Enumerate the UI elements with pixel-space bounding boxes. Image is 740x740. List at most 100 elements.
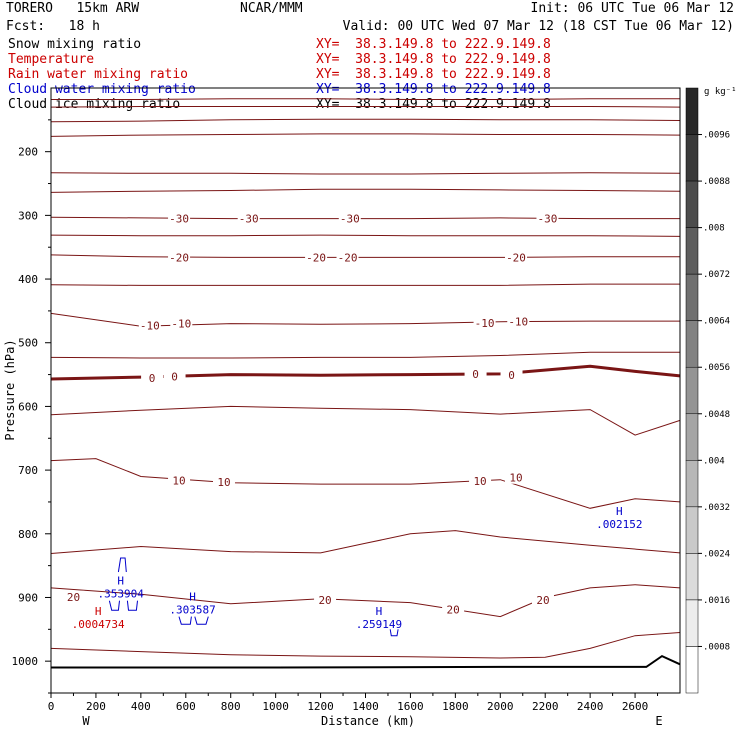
y-tick-label: 800 — [18, 528, 38, 541]
series-isotherm_-40 — [50, 172, 681, 175]
isotherm-label-bg — [338, 212, 361, 225]
cloud-water-contour — [194, 616, 209, 625]
x-tick-label: 2200 — [532, 700, 559, 713]
y-tick-label: 700 — [18, 464, 38, 477]
init-label: Init: 06 UTC Tue 06 Mar 12 — [530, 1, 735, 16]
east-endpoint-label: E — [655, 714, 662, 728]
x-tick-label: 0 — [48, 700, 55, 713]
maximum-symbol: H — [95, 605, 102, 618]
x-tick-label: 1000 — [262, 700, 289, 713]
colorbar-tick-label: .0032 — [703, 503, 730, 513]
maximum-symbol: H — [616, 505, 623, 518]
isotherm-label: -10 — [140, 320, 160, 333]
isotherm-label: -20 — [169, 251, 189, 264]
legend-cloud-water-xy: XY= 38.3.149.8 to 222.9.149.8 — [316, 82, 551, 97]
series-isotherm_25 — [50, 632, 681, 659]
isotherm-label: 20 — [318, 594, 331, 607]
maximum-value: .259149 — [356, 618, 402, 631]
isotherm-label-bg — [305, 251, 328, 264]
isotherm-label-bg — [464, 367, 487, 380]
isotherm-label-bg — [336, 251, 359, 264]
y-tick-label: 1000 — [12, 655, 39, 668]
colorbar-swatch — [685, 320, 699, 368]
isotherm-label-bg — [138, 319, 161, 332]
series-isotherm_0 — [50, 364, 681, 381]
series-isotherm_-10 — [50, 312, 680, 327]
colorbar-swatch — [685, 460, 699, 508]
series-isotherm_-15 — [50, 283, 680, 286]
isotherm-label: 10 — [172, 474, 185, 487]
colorbar-tick-label: .008 — [703, 224, 725, 234]
isotherm-label: 0 — [149, 372, 156, 385]
isotherm-label-bg — [505, 251, 528, 264]
colorbar-swatch — [685, 506, 699, 554]
colorbar-tick-label: .0056 — [703, 363, 730, 373]
legend-temperature-xy: XY= 38.3.149.8 to 222.9.149.8 — [316, 52, 551, 67]
isotherm-label-bg — [62, 590, 85, 603]
model-label: TORERO 15km ARW — [6, 1, 140, 16]
series-terrain — [51, 654, 681, 669]
legend-temperature-label: Temperature — [8, 52, 95, 67]
x-tick-label: 200 — [86, 700, 106, 713]
colorbar-tick-label: .004 — [703, 456, 725, 466]
x-tick-label: 600 — [176, 700, 196, 713]
isotherm-label-bg — [531, 594, 554, 607]
x-tick-label: 2400 — [577, 700, 604, 713]
maximum-value: .0004734 — [72, 618, 125, 631]
isotherm-label-bg — [536, 212, 559, 225]
isotherm-label: -30 — [340, 213, 360, 226]
colorbar-tick-label: .0048 — [703, 410, 730, 420]
maximum-symbol: H — [376, 605, 383, 618]
series-isotherm_-50b — [50, 118, 681, 123]
isotherm-label: -10 — [475, 317, 495, 330]
isotherm-label: 20 — [446, 604, 459, 617]
colorbar-swatch — [685, 599, 699, 647]
colorbar-tick-label: .0064 — [703, 317, 730, 327]
series-isotherm_-25 — [50, 234, 681, 237]
plot-frame — [50, 87, 681, 694]
isotherm-label-bg — [442, 603, 465, 616]
isotherm-label: -10 — [171, 318, 191, 331]
isotherm-label: 10 — [217, 476, 230, 489]
x-axis-label: Distance (km) — [321, 714, 415, 728]
colorbar-unit: g kg⁻¹ — [704, 87, 737, 97]
isotherm-label: -30 — [538, 213, 558, 226]
series-isotherm_-35 — [50, 188, 681, 193]
x-tick-label: 400 — [131, 700, 151, 713]
isotherm-label: 10 — [473, 475, 486, 488]
isotherm-label-bg — [505, 471, 528, 484]
west-endpoint-label: W — [82, 714, 90, 728]
legend-snow-xy: XY= 38.3.149.8 to 222.9.149.8 — [316, 37, 551, 52]
colorbar-swatch — [685, 87, 699, 135]
x-tick-label: 1400 — [352, 700, 379, 713]
colorbar-swatch — [685, 134, 699, 182]
series-isotherm_10 — [50, 458, 681, 509]
y-axis-label: Pressure (hPa) — [3, 339, 17, 440]
org-label: NCAR/MMM — [240, 1, 303, 16]
x-tick-label: 800 — [221, 700, 241, 713]
series-isotherm_-45 — [50, 133, 681, 137]
legend-rain-xy: XY= 38.3.149.8 to 222.9.149.8 — [316, 67, 551, 82]
isotherm-label: 20 — [536, 594, 549, 607]
maximum-symbol: H — [117, 574, 124, 587]
series-isotherm_-20 — [50, 254, 680, 258]
isotherm-label-bg — [500, 369, 523, 382]
colorbar-tick-label: .0072 — [703, 270, 730, 280]
cloud-water-contour — [108, 600, 120, 611]
series-isotherm_15 — [50, 530, 681, 554]
isotherm-label-bg — [212, 476, 235, 489]
x-tick-label: 1800 — [442, 700, 469, 713]
isotherm-label: -20 — [338, 251, 358, 264]
isotherm-label: 10 — [509, 472, 522, 485]
cloud-water-contour — [126, 600, 138, 611]
isotherm-label-bg — [163, 370, 186, 383]
isotherm-label: 20 — [67, 591, 80, 604]
maximum-value: .353904 — [97, 587, 144, 600]
cloud-water-contour — [389, 629, 399, 637]
isotherm-label: -20 — [306, 251, 326, 264]
cloud-water-contour — [117, 557, 127, 573]
colorbar-swatch — [685, 366, 699, 415]
isotherm-label: -30 — [239, 213, 259, 226]
x-tick-label: 2000 — [487, 700, 514, 713]
